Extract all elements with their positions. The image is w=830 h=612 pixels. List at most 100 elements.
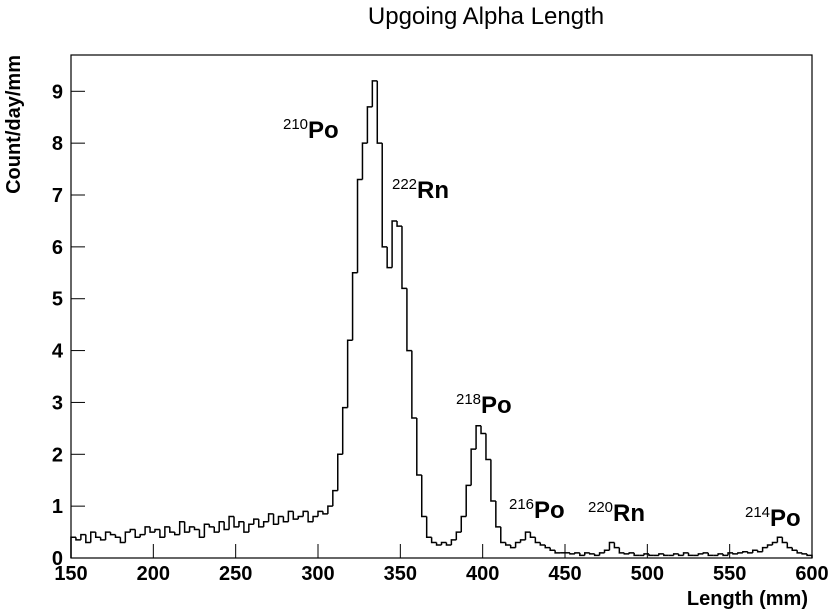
histogram-bin [371,80,378,107]
y-tick-label: 2 [52,444,63,466]
histogram-bin [465,484,472,517]
y-tick-label: 3 [52,392,63,414]
histogram-bin [178,520,185,535]
histogram-bin [238,520,244,527]
histogram-bin [104,531,111,540]
histogram-bin [697,553,704,556]
histogram-bin [228,515,235,530]
histogram-bin [658,553,664,556]
y-tick-label: 5 [52,289,63,311]
histogram-bin [470,448,477,486]
histogram-bin [312,515,318,522]
histogram-bin [663,553,669,557]
histogram-bin [717,553,724,556]
histogram-bin [332,489,338,507]
plot-frame [70,54,813,559]
histogram-bin [791,547,798,551]
peak-element: Rn [613,500,645,527]
y-tick-label: 6 [52,237,63,259]
histogram-bin [524,531,531,540]
histogram-bin [361,142,368,180]
histogram-bin [411,350,417,419]
histogram-bin [272,513,279,526]
histogram-bin [376,80,383,144]
histogram-bin [519,539,526,543]
x-tick-label: 400 [466,563,499,585]
histogram-bin [134,529,141,539]
histogram-bin [460,515,467,533]
histogram-bin [144,526,151,535]
histogram-bin [445,542,452,546]
histogram-bin [386,246,393,269]
histogram-bin [588,552,595,555]
peak-mass: 218 [456,391,481,408]
histogram-bin [500,526,506,544]
histogram-bin [327,505,333,514]
histogram-bin [218,520,225,533]
x-tick-label: 450 [548,563,581,585]
histogram-bin [509,545,516,549]
histogram-bin [188,526,195,533]
histogram-bin [771,541,778,546]
histogram-bin [613,542,620,549]
histogram-bin [742,551,748,553]
histogram-bin [75,537,81,541]
histogram-bin [648,553,654,557]
histogram-bin [672,553,679,556]
peak-label: 214Po [745,504,801,532]
histogram-bin [223,521,230,531]
histogram-bin [203,523,210,538]
peak-label: 216Po [509,496,565,524]
histogram-bin [579,552,585,557]
histogram-bin [109,532,116,536]
histogram-bin [534,537,541,544]
histogram-bin [233,516,239,528]
histogram-bin [732,552,738,555]
x-tick-label: 250 [219,563,252,585]
y-tick-label: 4 [52,341,64,363]
histogram-bin [584,552,590,556]
y-tick-label: 1 [52,496,63,518]
y-tick-label: 9 [52,81,63,103]
peak-mass: 210 [283,116,308,133]
peak-element: Po [481,392,512,419]
histogram-bin [317,510,323,517]
histogram-bin [159,529,165,539]
x-tick-label: 150 [54,563,87,585]
histogram-bin [593,553,600,557]
histogram-bin [786,542,793,549]
histogram-bin [727,552,733,556]
histogram-bin [450,539,457,546]
histogram-bin [776,536,783,543]
histogram-bin [322,511,328,515]
histogram-bin [554,550,561,554]
histogram-bin [756,550,763,553]
histogram-bin [253,518,259,525]
histogram-bin [485,433,491,461]
peak-label: 220Rn [588,499,645,527]
histogram-bin [529,532,536,539]
y-tick-label: 7 [52,185,63,207]
histogram-bin [193,526,200,531]
histogram-bin [396,220,402,227]
histogram-bin [766,544,773,548]
peak-mass: 220 [588,499,613,516]
histogram-bin [643,553,649,556]
histogram-bin [282,516,289,523]
histogram-bin [707,552,714,557]
histogram-bin [129,528,136,533]
histogram-bin [440,541,447,546]
histogram-bin [267,513,274,522]
histogram-bin [297,515,304,520]
histogram-bin [677,553,684,557]
histogram-bin [381,143,388,248]
y-axis-title: Count/day/mm [3,55,25,194]
histogram-bin [169,526,175,533]
histogram-bin [94,532,101,539]
peak-mass: 222 [392,176,417,193]
histogram-bin [198,529,205,539]
histogram-bin [346,339,353,408]
histogram-bin [603,549,610,553]
histogram-bin [391,220,398,268]
